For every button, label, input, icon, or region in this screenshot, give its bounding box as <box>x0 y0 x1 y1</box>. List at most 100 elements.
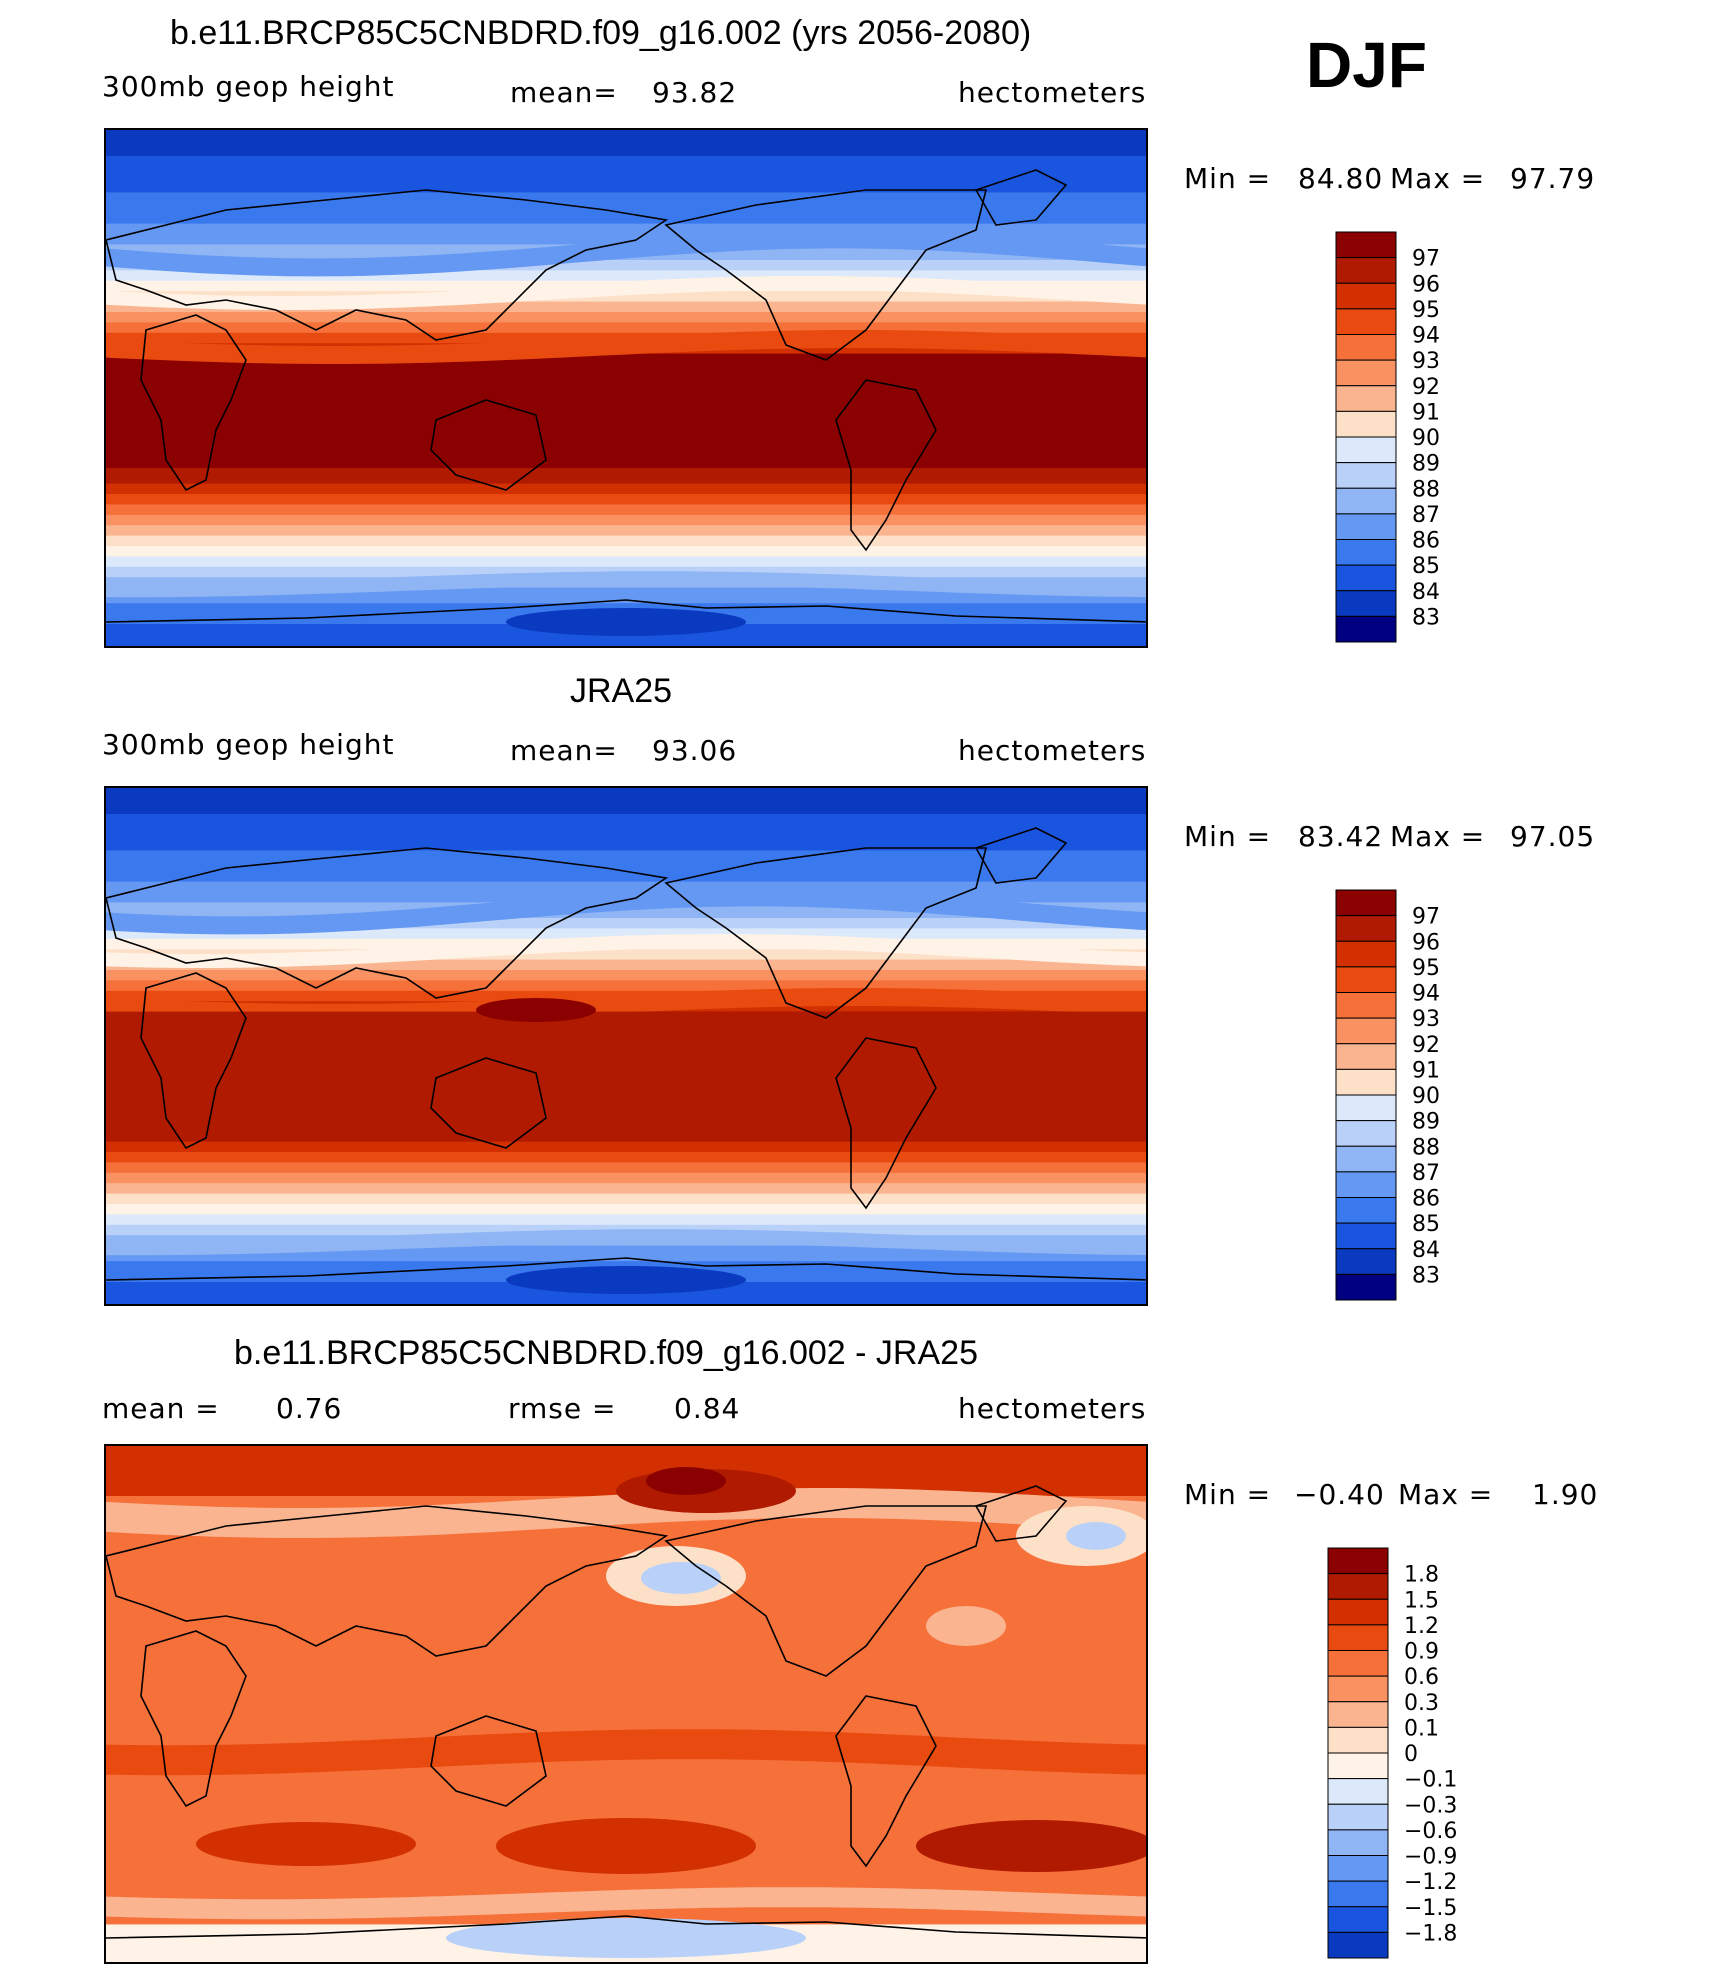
panel2-field-band <box>106 949 1146 961</box>
panel2-colorbar-label: 92 <box>1412 1033 1440 1058</box>
panel1-max-label: Max = <box>1390 162 1486 195</box>
panel2-colorbar-label: 89 <box>1412 1110 1440 1135</box>
panel2-colorbar-box <box>1335 1120 1397 1147</box>
panel3-max-value: 1.90 <box>1532 1478 1599 1511</box>
panel1-coastline <box>835 379 937 552</box>
panel2-coastline <box>664 847 988 1019</box>
panel2-colorbar-label: 84 <box>1412 1238 1440 1263</box>
panel3-min-label: Min = <box>1184 1478 1272 1511</box>
panel1-colorbar-label: 97 <box>1412 247 1440 272</box>
panel3-colorbar-box <box>1327 1726 1389 1754</box>
panel1-colorbar-box <box>1335 308 1397 335</box>
panel1-field-band <box>106 483 1146 495</box>
panel1-colorbar-label: 85 <box>1412 554 1440 579</box>
panel3-colorbar-box <box>1327 1931 1389 1959</box>
panel1-coastline <box>430 399 547 491</box>
panel2-coastline <box>430 1057 547 1149</box>
panel3-colorbar-box <box>1327 1701 1389 1728</box>
panel3-colorbar-box <box>1327 1906 1389 1933</box>
panel1-field-band <box>106 312 1146 324</box>
panel2-field-band <box>106 970 1146 982</box>
panel3-colorbar-label: −0.3 <box>1404 1793 1457 1818</box>
panel2-field-band <box>106 814 1146 852</box>
panel3-colorbar-box <box>1327 1598 1389 1626</box>
panel1-field-band <box>106 156 1146 194</box>
panel2-coastline <box>140 972 247 1150</box>
panel2-max-value: 97.05 <box>1510 820 1596 853</box>
panel1-colorbar-label: 93 <box>1412 349 1440 374</box>
panel2-field-band <box>106 1141 1146 1153</box>
panel1-colorbar-box <box>1335 615 1397 643</box>
panel2-field-band <box>106 980 1146 992</box>
panel1-colorbar-box <box>1335 564 1397 592</box>
panel1-coastline <box>974 169 1068 226</box>
panel1-colorbar-label: 91 <box>1412 400 1440 425</box>
panel3-colorbar-label: 0.9 <box>1404 1640 1439 1665</box>
panel2-colorbar-label: 94 <box>1412 982 1440 1007</box>
panel3-mean-label: mean = <box>102 1392 220 1425</box>
panel2-colorbar-label: 95 <box>1412 956 1440 981</box>
panel1-colorbar-box <box>1335 231 1397 259</box>
panel2-colorbar-box <box>1335 992 1397 1019</box>
panel3-low-anomaly <box>1066 1522 1126 1550</box>
panel1-max-value: 97.79 <box>1510 162 1596 195</box>
panel2-field-band <box>106 1152 1146 1164</box>
panel2-field-band <box>106 1214 1146 1226</box>
panel3-low-anomaly <box>446 1918 806 1958</box>
panel3-colorbar-box <box>1327 1675 1389 1703</box>
panel2-min-value: 83.42 <box>1298 820 1384 853</box>
panel1-field-band <box>106 291 1146 303</box>
panel1-map <box>104 128 1148 648</box>
panel1-field-band <box>106 546 1146 558</box>
panel3-colorbar-label: 0.6 <box>1404 1665 1439 1690</box>
panel3-coastline <box>430 1715 547 1807</box>
panel2-colorbar-label: 88 <box>1412 1135 1440 1160</box>
panel2-polar-low <box>506 1266 746 1294</box>
panel3-field-patch <box>196 1822 416 1866</box>
panel1-coastline <box>106 599 1146 623</box>
panel2-coastline <box>106 847 669 999</box>
panel3-colorbar-box <box>1327 1880 1389 1908</box>
panel3-rmse-label: rmse = <box>508 1392 617 1425</box>
panel2-coastline <box>974 827 1068 884</box>
panel1-title: b.e11.BRCP85C5CNBDRD.f09_g16.002 (yrs 20… <box>170 14 1032 52</box>
panel1-colorbar-box <box>1335 282 1397 310</box>
panel3-coastline <box>140 1630 247 1808</box>
panel3-coastline <box>106 1505 669 1657</box>
panel2-field-band <box>106 1204 1146 1216</box>
panel2-max-label: Max = <box>1390 820 1486 853</box>
panel1-coastline <box>106 189 669 341</box>
panel2-colorbar-box <box>1335 1145 1397 1173</box>
panel3-field-patch <box>916 1820 1146 1872</box>
panel2-colorbar-box <box>1335 1222 1397 1250</box>
panel2-colorbar-box <box>1335 1273 1397 1301</box>
panel3-coastline <box>664 1505 988 1677</box>
panel3-contour-band <box>106 1887 1146 1920</box>
panel1-field-band <box>106 322 1146 334</box>
panel1-colorbar-label: 83 <box>1412 605 1440 630</box>
panel2-field-band <box>106 788 1146 815</box>
panel1-colorbar-box <box>1335 410 1397 438</box>
season-label: DJF <box>1306 29 1427 101</box>
panel3-colorbar-box <box>1327 1624 1389 1651</box>
panel2-variable: 300mb geop height <box>102 728 395 761</box>
panel1-colorbar-box <box>1335 487 1397 515</box>
panel1-field-band <box>106 270 1146 282</box>
panel3-coastline <box>106 1915 1146 1939</box>
panel3-colorbar-box <box>1327 1547 1389 1575</box>
panel1-field-band <box>106 353 1146 469</box>
panel1-contour-band <box>106 276 1146 310</box>
panel1-field-band <box>106 301 1146 313</box>
panel3-colorbar-label: −0.1 <box>1404 1768 1457 1793</box>
panel3-colorbar-box <box>1327 1650 1389 1677</box>
panel1-colorbar-box <box>1335 385 1397 412</box>
panel3-rmse-value: 0.84 <box>674 1392 741 1425</box>
panel2-colorbar-label: 93 <box>1412 1007 1440 1032</box>
panel2-mean-value: 93.06 <box>652 734 738 767</box>
panel1-field-band <box>106 192 1146 225</box>
panel1-colorbar-label: 84 <box>1412 580 1440 605</box>
panel2-colorbar-box <box>1335 1017 1397 1045</box>
panel3-coastline <box>974 1485 1068 1542</box>
panel3-colorbar-label: 0.3 <box>1404 1691 1439 1716</box>
